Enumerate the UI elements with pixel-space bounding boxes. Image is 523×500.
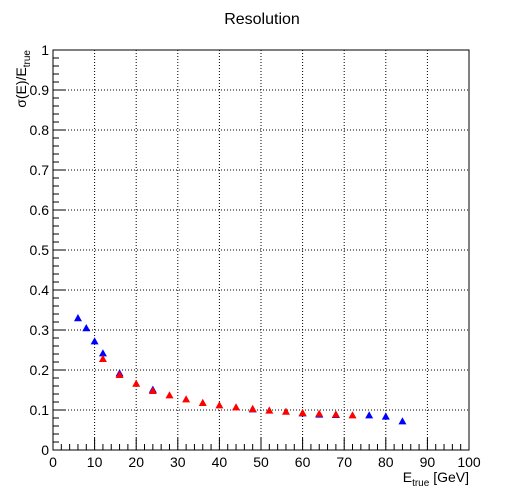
x-tick-label: 60 <box>295 454 311 470</box>
x-tick-label: 100 <box>457 454 481 470</box>
data-point <box>298 408 307 416</box>
series-0 <box>73 314 407 425</box>
data-point <box>98 354 107 362</box>
grid <box>52 49 470 451</box>
data-point <box>281 407 290 415</box>
x-tick-label: 50 <box>253 454 269 470</box>
data-point <box>98 349 107 357</box>
y-tick-label: 0.9 <box>30 82 50 98</box>
y-axis-label-main: σ(E)/E <box>13 67 29 108</box>
y-tick-label: 0.5 <box>30 242 50 258</box>
data-point <box>90 337 99 345</box>
y-axis-label-sub: true <box>22 50 33 68</box>
x-tick-label: 20 <box>128 454 144 470</box>
data-point <box>115 370 124 378</box>
x-tick-label: 80 <box>378 454 394 470</box>
x-tick-label: 90 <box>420 454 436 470</box>
y-axis: 0 0.1 0.2 0.3 0.4 0.5 0.6 0.7 0.8 0.9 1 <box>30 42 65 458</box>
data-point <box>215 401 224 409</box>
y-tick-label: 1 <box>41 42 49 58</box>
data-point <box>398 417 407 425</box>
x-tick-label: 40 <box>212 454 228 470</box>
data-point <box>331 410 340 418</box>
y-axis-label: σ(E)/Etrue <box>13 50 33 108</box>
y-tick-label: 0.8 <box>30 122 50 138</box>
y-tick-label: 0.6 <box>30 202 50 218</box>
chart-title: Resolution <box>224 11 300 28</box>
y-tick-label: 0 <box>41 442 49 458</box>
data-point <box>248 404 257 412</box>
data-point <box>381 412 390 420</box>
y-tick-label: 0.3 <box>30 322 50 338</box>
y-tick-label: 0.2 <box>30 362 50 378</box>
x-tick-label: 30 <box>170 454 186 470</box>
x-tick-label: 10 <box>87 454 103 470</box>
x-axis-label: Etrue [GeV] <box>403 469 469 489</box>
data-point <box>73 314 82 322</box>
x-axis-label-unit: [GeV] <box>429 469 469 485</box>
x-tick-label: 0 <box>49 454 57 470</box>
data-point <box>148 386 157 394</box>
data-points <box>73 314 407 425</box>
x-tick-label: 70 <box>336 454 352 470</box>
x-axis-label-sub: true <box>412 478 430 489</box>
data-point <box>365 411 374 419</box>
data-point <box>198 398 207 406</box>
series-1 <box>98 354 357 419</box>
data-point <box>132 379 141 387</box>
data-point <box>315 409 324 417</box>
data-point <box>82 324 91 332</box>
data-point <box>232 403 241 411</box>
y-tick-label: 0.7 <box>30 162 50 178</box>
x-axis: 0 10 20 30 40 50 60 70 80 90 100 <box>49 438 481 470</box>
y-tick-label: 0.1 <box>30 402 50 418</box>
data-point <box>165 391 174 399</box>
data-point <box>182 395 191 403</box>
data-point <box>348 411 357 419</box>
x-axis-label-main: E <box>403 469 412 485</box>
data-point <box>265 406 274 414</box>
y-tick-label: 0.4 <box>30 282 50 298</box>
